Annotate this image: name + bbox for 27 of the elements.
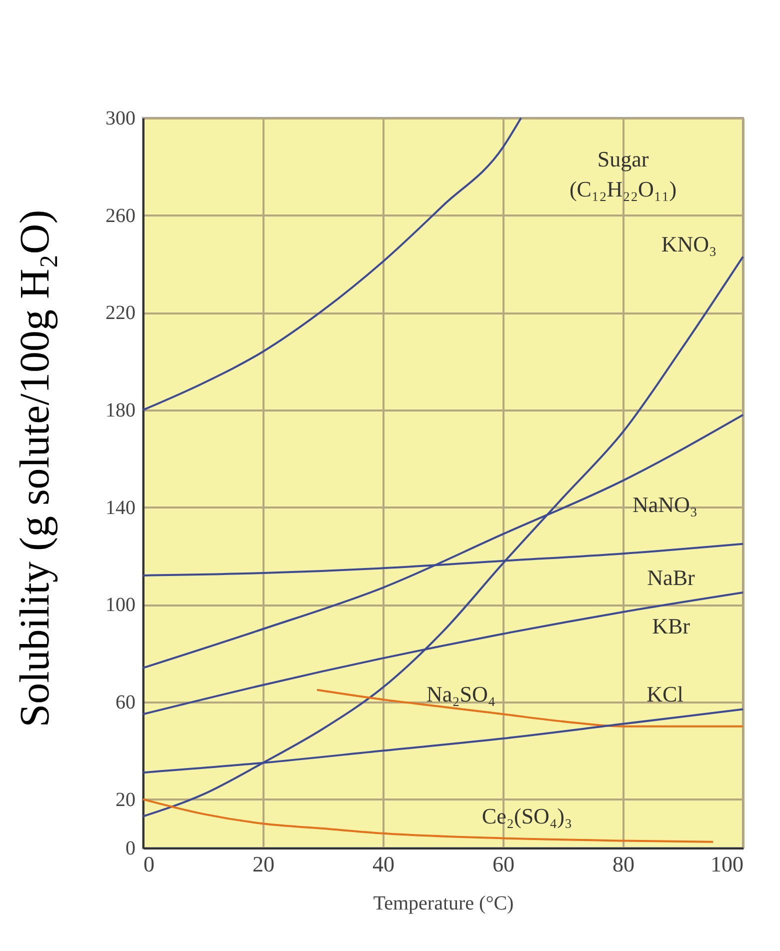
y-tick-label: 0: [126, 838, 136, 860]
x-tick-label: 100: [710, 852, 744, 876]
y-tick-label: 100: [106, 594, 136, 616]
line-series: [142, 117, 522, 411]
x-tick-label: 0: [144, 852, 154, 876]
x-tick-label: 80: [612, 852, 634, 876]
y-tick-label: 180: [106, 400, 136, 422]
x-tick-label: 40: [372, 852, 394, 876]
series-label: KBr: [652, 614, 691, 639]
y-tick-label: 260: [106, 204, 136, 227]
x-axis-title: Temperature (°C): [373, 892, 514, 914]
series-label: NaNO₃: [632, 492, 698, 517]
series-label: Ce₂(SO₄)₃: [482, 803, 572, 828]
y-axis-title: Solubility (g solute/100g H₂O): [12, 210, 58, 728]
y-tick-label: 220: [106, 302, 136, 324]
series-label: KCl: [646, 682, 684, 707]
y-tick-label: 300: [106, 108, 136, 130]
y-tick-label: 140: [106, 496, 136, 519]
text: Sugar (C₁₂H₂₂O₁₁): [569, 146, 677, 202]
series-label: KNO₃: [661, 232, 717, 257]
x-tick-label: 60: [492, 852, 514, 876]
series-label: Na₂SO₄: [426, 682, 496, 707]
y-tick-label: 20: [116, 788, 136, 811]
y-tick-label: 60: [116, 692, 136, 714]
line-series: [142, 798, 714, 843]
x-tick-label: 20: [252, 852, 274, 876]
series-label: NaBr: [647, 564, 696, 590]
